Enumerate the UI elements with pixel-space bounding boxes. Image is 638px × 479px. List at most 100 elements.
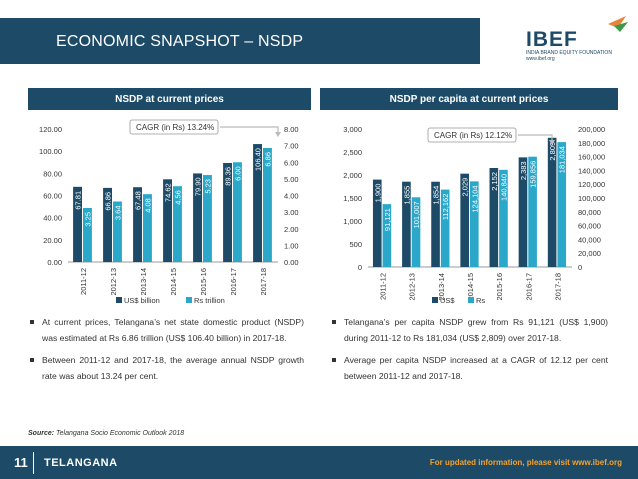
bar-left-series xyxy=(103,187,112,262)
x-tick-label: 2015-16 xyxy=(495,273,504,301)
header: ECONOMIC SNAPSHOT – NSDP IBEF INDIA BRAN… xyxy=(0,0,638,80)
y-left-tick-label: 60.00 xyxy=(43,192,62,201)
y-left-tick-label: 1,500 xyxy=(343,194,362,203)
cagr-annotation: CAGR (in Rs) 12.12% xyxy=(434,131,512,140)
y-right-tick-label: 160,000 xyxy=(578,153,605,162)
bar-left-series xyxy=(193,173,202,262)
legend-swatch xyxy=(468,297,474,303)
cagr-annotation: CAGR (in Rs) 13.24% xyxy=(136,123,214,132)
bar-right-series xyxy=(411,197,421,267)
x-tick-label: 2015-16 xyxy=(199,268,208,296)
data-label: 6.00 xyxy=(233,166,242,181)
data-label: 2,809 xyxy=(548,142,557,161)
bar-right-series xyxy=(173,186,182,262)
bar-left-series xyxy=(73,186,82,262)
y-right-tick-label: 6.00 xyxy=(284,158,299,167)
logo-subtitle: INDIA BRAND EQUITY FOUNDATION www.ibef.or… xyxy=(526,50,612,62)
bar-right-series xyxy=(143,194,152,262)
cagr-box xyxy=(427,127,517,143)
bullet-item: At current prices, Telangana’s net state… xyxy=(28,314,304,346)
bar-right-series xyxy=(440,189,450,267)
data-label: 3.64 xyxy=(113,205,122,220)
bar-right-series xyxy=(499,169,508,267)
source-note: Source: Telangana Socio Economic Outlook… xyxy=(28,430,185,437)
legend-label: US$ xyxy=(440,296,455,304)
per-capita-chart: 0 500 1,000 1,500 2,000 2,500 3,000 0 20,000 40,0… xyxy=(343,125,605,304)
y-left-tick-label: 120.00 xyxy=(39,125,62,134)
data-label: 3.25 xyxy=(83,212,92,227)
y-right-tick-label: 20,000 xyxy=(578,249,601,258)
data-label: 1,900 xyxy=(373,184,382,203)
y-right-tick-label: 2.00 xyxy=(284,225,299,234)
data-label: 74.62 xyxy=(164,183,173,202)
data-label: 1,855 xyxy=(402,186,411,205)
y-left-tick-label: 2,000 xyxy=(343,171,362,180)
y-left-tick-label: 3,000 xyxy=(343,125,362,134)
bar-left-series xyxy=(489,168,499,267)
bar-left-series xyxy=(163,179,172,262)
bullets-right: Telangana’s per capita NSDP grew from Rs… xyxy=(330,314,608,390)
bullet-item: Between 2011-12 and 2017-18, the average… xyxy=(28,352,304,384)
y-left-tick-label: 20.00 xyxy=(43,236,62,245)
data-label: 6.86 xyxy=(263,152,272,167)
x-tick-label: 2016-17 xyxy=(229,268,238,296)
data-label: 4.56 xyxy=(173,190,182,205)
update-link[interactable]: For updated information, please visit ww… xyxy=(429,458,622,467)
y-left-tick-label: 100.00 xyxy=(39,147,62,156)
bar-right-series xyxy=(528,156,537,267)
legend-swatch xyxy=(432,297,438,303)
y-right-tick-label: 200,000 xyxy=(578,125,605,134)
bar-left-series xyxy=(547,137,557,267)
y-right-tick-label: 5.00 xyxy=(284,175,299,184)
data-label: 181,034 xyxy=(558,146,567,173)
y-left-tick-label: 0.00 xyxy=(47,258,62,267)
legend-label: US$ billion xyxy=(124,296,160,304)
legend-swatch xyxy=(186,297,192,303)
bar-left-series xyxy=(402,181,411,267)
y-left-tick-label: 500 xyxy=(349,240,362,249)
cagr-arrow-head xyxy=(275,132,281,137)
bar-right-series xyxy=(382,204,392,267)
y-right-tick-label: 8.00 xyxy=(284,125,299,134)
data-label: 67.81 xyxy=(74,191,83,210)
y-right-tick-label: 120,000 xyxy=(578,180,605,189)
y-right-tick-label: 140,000 xyxy=(578,166,605,175)
data-label: 2,152 xyxy=(490,172,499,191)
logo-text: IBEF xyxy=(526,28,578,51)
data-label: 67.48 xyxy=(134,191,143,210)
footer-divider xyxy=(33,452,34,474)
cagr-arrow xyxy=(220,126,279,136)
y-right-tick-label: 180,000 xyxy=(578,139,605,148)
bar-left-series xyxy=(460,173,469,267)
page-title: ECONOMIC SNAPSHOT – NSDP xyxy=(56,33,304,50)
y-left-tick-label: 1,000 xyxy=(343,217,362,226)
y-left-tick-label: 2,500 xyxy=(343,148,362,157)
y-right-tick-label: 0.00 xyxy=(284,258,299,267)
bar-left-series xyxy=(431,181,440,267)
y-right-tick-label: 60,000 xyxy=(578,222,601,231)
y-right-tick-label: 1.00 xyxy=(284,241,299,250)
data-label: 5.23 xyxy=(203,179,212,194)
nsdp-chart: 0.00 20.00 40.00 60.00 80.00 100.00 120.00 0.00… xyxy=(39,119,299,304)
page-number: 11 xyxy=(14,455,28,470)
x-tick-label: 2011-12 xyxy=(79,268,88,295)
bar-left-series xyxy=(223,162,232,262)
y-right-tick-label: 7.00 xyxy=(284,142,299,151)
data-label: 140,840 xyxy=(499,174,508,201)
x-tick-label: 2017-18 xyxy=(553,273,562,301)
bullet-item: Telangana’s per capita NSDP grew from Rs… xyxy=(330,314,608,346)
header-bar xyxy=(0,18,480,64)
logo-bird-icon xyxy=(608,16,626,28)
bar-right-series xyxy=(83,207,92,262)
x-tick-label: 2017-18 xyxy=(259,268,268,296)
data-label: 101,007 xyxy=(412,201,421,228)
y-right-tick-label: 4.00 xyxy=(284,192,299,201)
x-tick-label: 2014-15 xyxy=(169,268,178,296)
bar-left-series xyxy=(253,144,262,262)
y-right-tick-label: 0 xyxy=(578,263,582,272)
cagr-arrow xyxy=(518,134,553,144)
data-label: 66.86 xyxy=(104,192,113,211)
bar-left-series xyxy=(372,179,382,267)
data-label: 79.90 xyxy=(194,177,203,196)
data-label: 159,856 xyxy=(529,161,538,188)
